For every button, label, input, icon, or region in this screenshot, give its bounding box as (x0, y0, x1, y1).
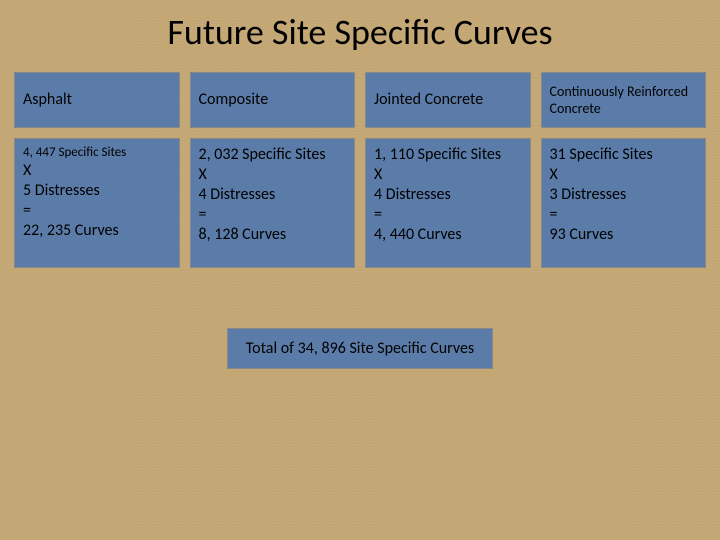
column-composite: Composite 2, 032 Specific Sites X 4 Dist… (190, 72, 356, 268)
column-asphalt: Asphalt 4, 447 Specific Sites X 5 Distre… (14, 72, 180, 268)
op-eq: = (550, 205, 698, 225)
distresses-value: 4 Distresses (199, 185, 347, 205)
page-title: Future Site Specific Curves (0, 0, 720, 72)
curves-value: 93 Curves (550, 225, 698, 245)
total-box: Total of 34, 896 Site Specific Curves (227, 328, 493, 369)
sites-value: 31 Specific Sites (550, 145, 698, 165)
curves-value: 4, 440 Curves (374, 225, 522, 245)
body-jointed: 1, 110 Specific Sites X 4 Distresses = 4… (365, 138, 531, 268)
distresses-value: 5 Distresses (23, 181, 171, 201)
column-crc: Continuously Reinforced Concrete 31 Spec… (541, 72, 707, 268)
header-composite: Composite (190, 72, 356, 128)
op-eq: = (199, 205, 347, 225)
sites-value: 1, 110 Specific Sites (374, 145, 522, 165)
curves-value: 22, 235 Curves (23, 221, 171, 241)
distresses-value: 3 Distresses (550, 185, 698, 205)
data-grid: Asphalt 4, 447 Specific Sites X 5 Distre… (0, 72, 720, 268)
body-asphalt: 4, 447 Specific Sites X 5 Distresses = 2… (14, 138, 180, 268)
distresses-value: 4 Distresses (374, 185, 522, 205)
op-eq: = (374, 205, 522, 225)
column-jointed: Jointed Concrete 1, 110 Specific Sites X… (365, 72, 531, 268)
body-composite: 2, 032 Specific Sites X 4 Distresses = 8… (190, 138, 356, 268)
body-crc: 31 Specific Sites X 3 Distresses = 93 Cu… (541, 138, 707, 268)
op-x: X (550, 165, 698, 185)
sites-value: 4, 447 Specific Sites (23, 145, 171, 161)
op-x: X (199, 165, 347, 185)
header-jointed: Jointed Concrete (365, 72, 531, 128)
op-x: X (23, 161, 171, 181)
total-row: Total of 34, 896 Site Specific Curves (0, 328, 720, 369)
sites-value: 2, 032 Specific Sites (199, 145, 347, 165)
header-asphalt: Asphalt (14, 72, 180, 128)
curves-value: 8, 128 Curves (199, 225, 347, 245)
op-eq: = (23, 201, 171, 221)
header-crc: Continuously Reinforced Concrete (541, 72, 707, 128)
op-x: X (374, 165, 522, 185)
